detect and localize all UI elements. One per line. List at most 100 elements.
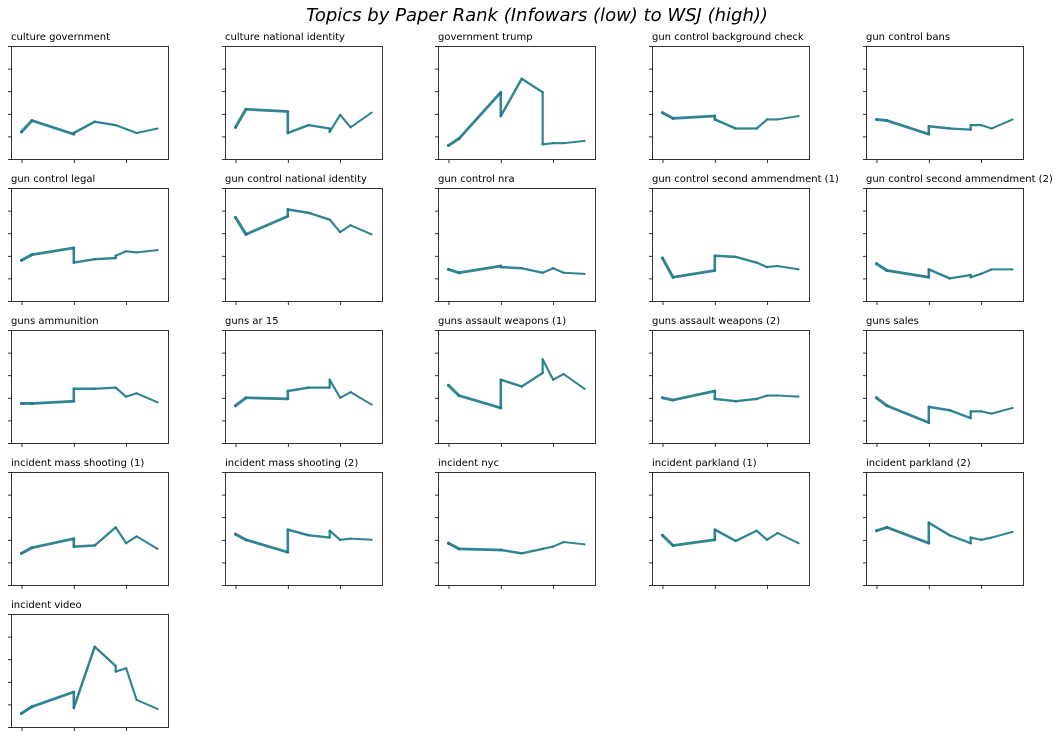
panel: gun control bans <box>863 32 1024 163</box>
data-point <box>660 256 664 260</box>
series-segment <box>969 536 983 541</box>
axes-frame <box>438 188 596 302</box>
axes-frame <box>866 330 1024 444</box>
data-point <box>713 254 717 258</box>
panel: gun control nra <box>435 174 596 305</box>
data-point <box>990 412 993 415</box>
series-segment <box>980 536 993 541</box>
panel-title: culture government <box>11 32 110 43</box>
panel-title: gun control second ammendment (2) <box>866 174 1053 185</box>
series-segment <box>328 218 342 234</box>
panel: incident parkland (2) <box>863 458 1024 589</box>
series-segment <box>776 532 800 545</box>
series-segment <box>30 399 76 405</box>
data-point <box>541 358 544 361</box>
panel: guns ar 15 <box>222 316 383 447</box>
series-segment <box>885 269 931 279</box>
data-point <box>135 535 138 538</box>
data-point <box>307 534 310 537</box>
panel: guns assault weapons (1) <box>435 316 596 447</box>
data-point <box>328 536 331 539</box>
data-point <box>766 266 769 269</box>
panel-title: culture national identity <box>225 32 345 43</box>
data-point <box>72 246 76 250</box>
panel-title: incident parkland (1) <box>652 458 757 469</box>
data-point <box>328 218 331 221</box>
axes-frame <box>225 46 383 160</box>
data-point <box>713 397 717 401</box>
series-segment <box>948 127 972 131</box>
series-segment <box>446 383 461 398</box>
panel-title: government trump <box>438 32 533 43</box>
data-point <box>520 77 523 80</box>
series-segment <box>93 386 117 390</box>
data-point <box>776 394 779 397</box>
series-segment <box>776 115 800 121</box>
series-segment <box>885 525 931 545</box>
data-point <box>541 371 544 375</box>
axes-frame <box>652 46 810 160</box>
data-point <box>30 401 34 405</box>
data-point <box>19 258 23 262</box>
data-point <box>370 233 373 236</box>
panel-title: gun control background check <box>652 32 804 43</box>
axes-frame <box>866 472 1024 586</box>
data-point <box>520 552 523 555</box>
data-point <box>135 131 138 135</box>
series-segment <box>660 533 675 547</box>
data-point <box>499 91 503 94</box>
series-segment <box>30 246 76 257</box>
series-segment <box>499 77 523 118</box>
series-segment <box>541 142 555 146</box>
series-segment <box>552 267 565 274</box>
series-segment <box>776 394 800 398</box>
data-point <box>328 378 331 381</box>
series-segment <box>233 532 248 542</box>
axes-frame <box>225 472 383 586</box>
series-segment <box>19 705 34 715</box>
data-point <box>370 111 373 114</box>
axes-frame <box>438 46 596 160</box>
data-point <box>552 378 555 381</box>
series-segment <box>93 526 117 547</box>
series-segment <box>286 528 310 537</box>
series-segment <box>72 257 96 264</box>
data-point <box>457 271 461 275</box>
series-segment <box>766 531 779 541</box>
data-point <box>541 143 544 146</box>
data-point <box>1011 268 1014 271</box>
series-segment <box>713 397 737 403</box>
series-segment <box>776 264 800 271</box>
series-segment <box>30 119 76 136</box>
data-point <box>874 529 878 533</box>
data-point <box>927 124 931 128</box>
data-point <box>114 256 117 260</box>
data-point <box>660 533 664 537</box>
data-point <box>948 409 951 412</box>
panel: incident mass shooting (1) <box>8 458 169 589</box>
data-point <box>114 386 117 389</box>
data-point <box>72 690 76 694</box>
axes-frame <box>11 614 169 728</box>
data-point <box>499 378 503 382</box>
series-segment <box>244 538 290 554</box>
series-segment <box>885 119 931 136</box>
data-point <box>135 251 138 254</box>
series-segment <box>980 268 993 275</box>
axes-frame <box>866 46 1024 160</box>
data-point <box>980 538 983 541</box>
series-segment <box>135 392 159 404</box>
data-point <box>552 142 555 145</box>
series-segment <box>135 535 159 550</box>
axes-frame <box>11 472 169 586</box>
series-segment <box>349 111 373 129</box>
data-point <box>885 119 889 123</box>
data-point <box>874 117 878 121</box>
data-point <box>114 664 117 668</box>
series-segment <box>499 378 523 388</box>
data-point <box>980 272 983 275</box>
data-point <box>93 387 96 390</box>
series-segment <box>874 525 889 533</box>
panels-grid: culture government culture national ident… <box>8 32 1053 731</box>
data-point <box>766 118 769 121</box>
